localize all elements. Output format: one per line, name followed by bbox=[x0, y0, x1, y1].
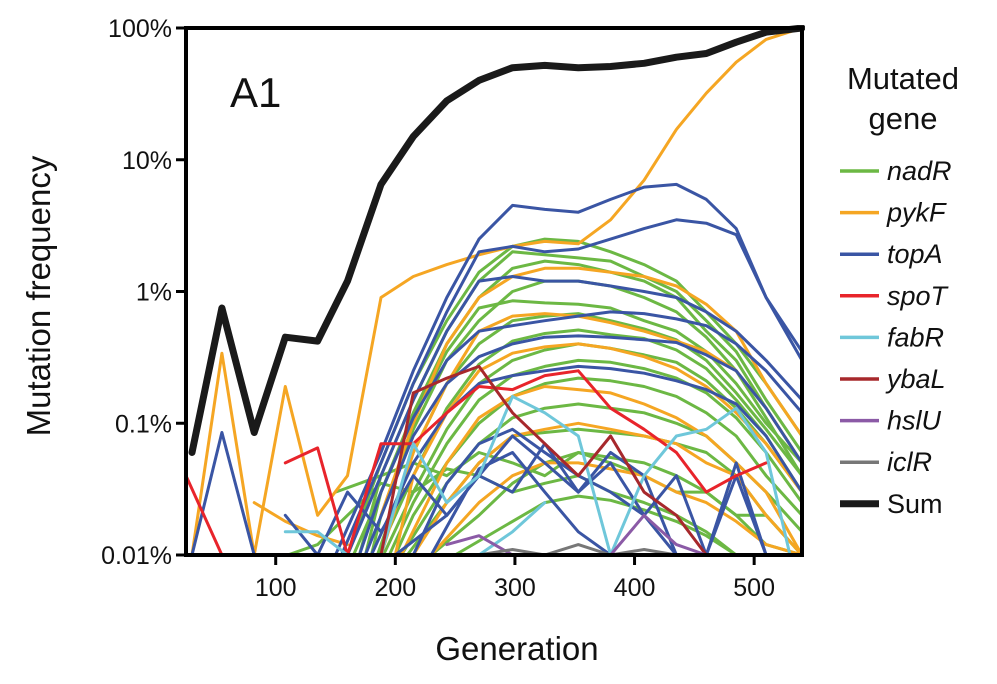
legend-label-sum: Sum bbox=[887, 489, 943, 519]
legend-label-topa: topA bbox=[887, 239, 943, 269]
series-line-pykf bbox=[190, 26, 804, 556]
series-line-nadr bbox=[375, 328, 804, 556]
legend-label-hslu: hslU bbox=[887, 406, 942, 436]
x-tick-label: 300 bbox=[494, 574, 536, 602]
series-line-topa bbox=[334, 182, 804, 556]
legend-label-pykf: pykF bbox=[886, 198, 947, 228]
ticks-layer: 100 200 300 400 500 0.01% 0.1% 1% 10% 100% bbox=[101, 15, 775, 602]
panel-label: A1 bbox=[230, 69, 281, 116]
series-line-pykf bbox=[429, 461, 804, 556]
legend-label-ybal: ybaL bbox=[885, 364, 946, 394]
y-tick-label: 1% bbox=[136, 279, 172, 307]
x-axis-title: Generation bbox=[435, 630, 598, 667]
series-line-nadr bbox=[363, 259, 804, 556]
legend: Mutated gene nadR pykF topA spoT fabR ybaL hsl… bbox=[840, 61, 959, 519]
series-line-nadr bbox=[286, 467, 804, 556]
series-layer bbox=[184, 25, 805, 556]
series-line-spot bbox=[283, 369, 768, 556]
series-line-topa bbox=[357, 310, 804, 556]
series-line-pykf bbox=[393, 342, 804, 556]
legend-title-line-1: Mutated bbox=[847, 61, 959, 96]
series-line-spot bbox=[184, 474, 224, 556]
legend-label-spot: spoT bbox=[887, 281, 950, 311]
series-line-pykf bbox=[252, 501, 349, 547]
series-line-fabr bbox=[477, 501, 547, 556]
legend-label-fabr: fabR bbox=[887, 322, 944, 352]
x-tick-label: 500 bbox=[733, 574, 775, 602]
series-line-topa bbox=[346, 275, 804, 556]
series-line-iclr bbox=[477, 543, 678, 556]
x-tick-label: 100 bbox=[255, 574, 297, 602]
legend-title-line-2: gene bbox=[869, 101, 938, 136]
series-line-fabr bbox=[379, 394, 792, 556]
y-tick-label: 0.01% bbox=[101, 542, 172, 570]
legend-entries: nadR pykF topA spoT fabR ybaL hslU iclR Sum bbox=[840, 156, 952, 519]
x-tick-label: 200 bbox=[374, 574, 416, 602]
x-tick-label: 400 bbox=[614, 574, 656, 602]
y-tick-label: 0.1% bbox=[115, 410, 172, 438]
series-line-topa bbox=[340, 218, 804, 556]
legend-label-iclr: iclR bbox=[887, 447, 932, 477]
series-line-topa bbox=[411, 427, 708, 556]
series-line-ybal bbox=[379, 364, 708, 556]
y-axis-title: Mutation frequency bbox=[20, 155, 57, 436]
y-tick-label: 100% bbox=[108, 15, 172, 43]
series-line-nadr bbox=[387, 358, 804, 556]
y-tick-label: 10% bbox=[122, 147, 172, 175]
series-line-fabr bbox=[283, 530, 349, 556]
series-line-sum bbox=[188, 25, 805, 456]
legend-label-nadr: nadR bbox=[887, 156, 952, 186]
series-line-topa bbox=[363, 334, 804, 556]
